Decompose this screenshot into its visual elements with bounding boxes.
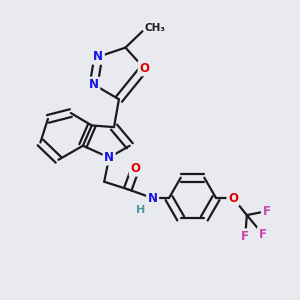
Text: N: N <box>148 192 158 205</box>
Text: F: F <box>259 228 266 241</box>
Text: O: O <box>228 192 238 205</box>
Text: N: N <box>104 151 114 164</box>
Text: CH₃: CH₃ <box>144 23 165 33</box>
Text: N: N <box>93 50 103 63</box>
Text: H: H <box>136 205 146 215</box>
Text: N: N <box>89 78 99 91</box>
Text: F: F <box>262 205 271 218</box>
Text: O: O <box>139 62 149 75</box>
Text: F: F <box>241 230 249 243</box>
Text: O: O <box>130 162 140 175</box>
